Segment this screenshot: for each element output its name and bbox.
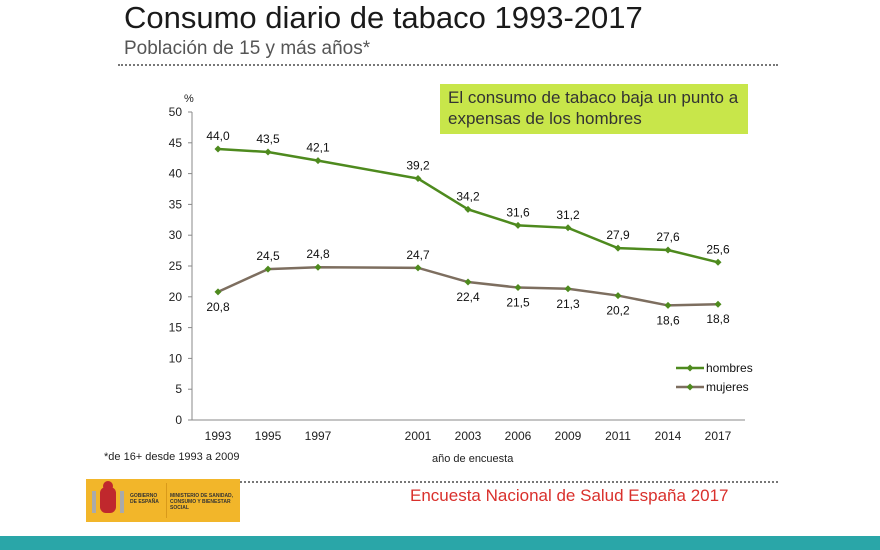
data-point-mujeres: [214, 288, 222, 296]
data-label-mujeres: 24,8: [306, 247, 330, 261]
y-tick-label: 15: [169, 321, 183, 335]
source-text: Encuesta Nacional de Salud España 2017: [410, 486, 729, 505]
legend-label-mujeres: mujeres: [706, 380, 749, 394]
data-label-hombres: 44,0: [206, 129, 230, 143]
y-tick-label: 5: [175, 382, 182, 396]
data-point-mujeres: [614, 292, 622, 300]
legend-marker-hombres: [686, 364, 694, 372]
data-label-mujeres: 24,7: [406, 248, 430, 262]
x-tick-label: 2009: [555, 429, 582, 443]
government-logo: GOBIERNO DE ESPAÑA MINISTERIO DE SANIDAD…: [86, 479, 240, 522]
data-label-mujeres: 18,8: [706, 312, 730, 326]
series-line-mujeres: [217, 265, 719, 307]
coat-of-arms-icon: [92, 481, 124, 513]
y-tick-label: 35: [169, 197, 183, 211]
data-point-mujeres: [714, 300, 722, 308]
data-point-hombres: [214, 145, 222, 153]
y-axis-label: %: [184, 93, 194, 105]
data-label-mujeres: 21,5: [506, 296, 530, 310]
data-point-mujeres: [464, 278, 472, 286]
data-point-hombres: [564, 224, 572, 232]
x-axis-label: año de encuesta: [432, 453, 514, 465]
logo-left-text: GOBIERNO DE ESPAÑA: [130, 493, 159, 505]
data-point-hombres: [464, 205, 472, 213]
y-tick-label: 0: [175, 413, 182, 427]
data-point-mujeres: [564, 285, 572, 293]
page-title: Consumo diario de tabaco 1993-2017: [124, 0, 643, 35]
legend-marker-mujeres: [686, 383, 694, 391]
data-point-mujeres: [264, 265, 272, 273]
data-point-hombres: [514, 221, 522, 229]
data-point-hombres: [714, 258, 722, 266]
data-point-hombres: [264, 148, 272, 156]
x-tick-label: 2003: [455, 429, 482, 443]
legend-label-hombres: hombres: [706, 361, 753, 375]
data-label-hombres: 31,6: [506, 205, 530, 219]
data-point-hombres: [664, 246, 672, 254]
data-label-hombres: 43,5: [256, 132, 280, 146]
x-tick-label: 2011: [605, 429, 631, 443]
data-label-mujeres: 22,4: [456, 290, 480, 304]
footer-bar: [0, 536, 880, 550]
data-label-hombres: 34,2: [456, 189, 480, 203]
data-point-hombres: [414, 175, 422, 183]
data-label-mujeres: 20,2: [606, 304, 630, 318]
y-tick-label: 25: [169, 259, 183, 273]
y-tick-label: 40: [169, 167, 183, 181]
data-label-mujeres: 24,5: [256, 249, 280, 263]
y-tick-label: 30: [169, 228, 183, 242]
x-tick-label: 1997: [305, 429, 332, 443]
data-label-hombres: 31,2: [556, 208, 580, 222]
data-label-hombres: 27,6: [656, 230, 680, 244]
series-line-hombres: [217, 147, 719, 264]
x-tick-label: 2006: [505, 429, 532, 443]
line-chart: % 0 5 10 15 20 25 30 35 40 45 50 1993 1995 1997 2001 200…: [169, 93, 753, 443]
x-tick-label: 1995: [255, 429, 282, 443]
x-tick-label: 2001: [405, 429, 432, 443]
callout-box: El consumo de tabaco baja un punto a exp…: [440, 84, 748, 134]
data-point-mujeres: [314, 263, 322, 271]
data-label-mujeres: 18,6: [656, 313, 680, 327]
divider: [118, 64, 778, 66]
footnote: *de 16+ desde 1993 a 2009: [104, 451, 240, 463]
data-point-mujeres: [514, 284, 522, 292]
data-point-mujeres: [414, 264, 422, 272]
logo-right-text: MINISTERIO DE SANIDAD, CONSUMO Y BIENEST…: [170, 493, 234, 511]
x-tick-label: 2014: [655, 429, 682, 443]
data-label-mujeres: 20,8: [206, 300, 230, 314]
data-point-mujeres: [664, 301, 672, 309]
x-tick-label: 1993: [205, 429, 232, 443]
y-tick-label: 45: [169, 136, 183, 150]
data-label-hombres: 42,1: [306, 141, 330, 155]
y-tick-label: 20: [169, 290, 183, 304]
data-label-hombres: 39,2: [406, 159, 430, 173]
y-tick-label: 10: [169, 351, 183, 365]
data-point-hombres: [614, 244, 622, 252]
data-label-hombres: 27,9: [606, 228, 630, 242]
page-subtitle: Población de 15 y más años*: [124, 38, 371, 59]
x-tick-label: 2017: [705, 429, 732, 443]
data-label-mujeres: 21,3: [556, 297, 580, 311]
data-label-hombres: 25,6: [706, 242, 730, 256]
y-tick-label: 50: [169, 105, 183, 119]
divider-bottom: [240, 481, 778, 483]
data-point-hombres: [314, 157, 322, 165]
